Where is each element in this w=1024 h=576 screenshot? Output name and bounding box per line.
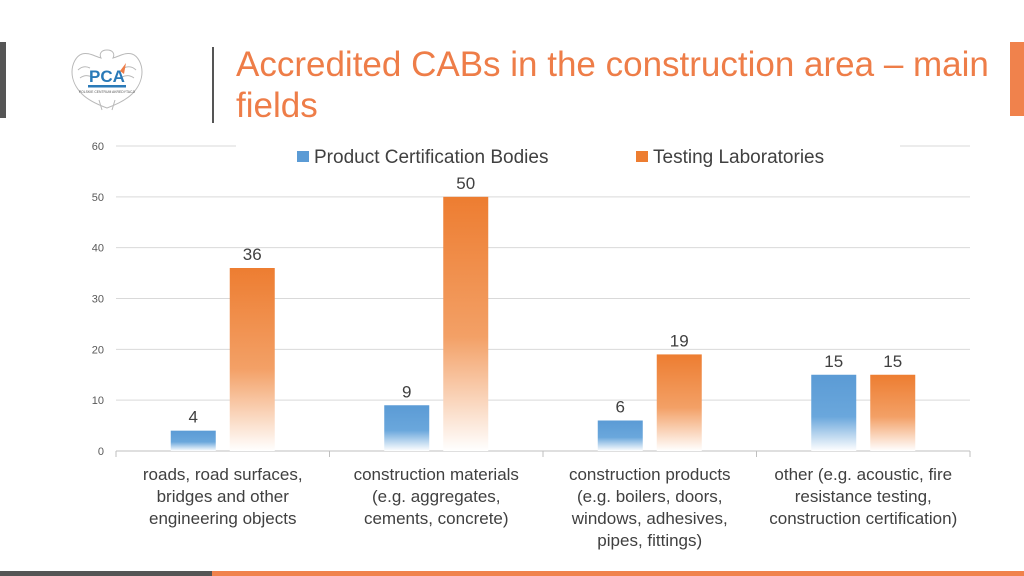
title-divider [212,47,214,123]
legend-label: Product Certification Bodies [314,147,548,168]
bar-lab [229,268,275,451]
legend-swatch [636,151,648,162]
bar-pcb [597,420,643,451]
left-accent-bar [0,42,6,118]
svg-text:PCA: PCA [89,67,125,86]
data-label: 36 [243,245,262,264]
bar-pcb [384,405,430,451]
category-label: construction materials (e.g. aggregates, c… [354,465,519,528]
data-label: 4 [189,408,198,427]
bar-pcb [811,374,857,451]
right-accent-bar [1010,42,1024,116]
y-tick-label: 20 [92,344,104,356]
y-tick-label: 0 [98,446,104,458]
category-label: construction products (e.g. boilers, door… [569,465,731,550]
bar-pcb [170,430,216,451]
data-label: 6 [616,398,625,417]
y-tick-label: 50 [92,192,104,204]
data-label: 19 [670,331,689,350]
footer-bar-orange [212,571,1024,576]
bar-lab [870,374,916,451]
data-label: 15 [824,352,843,371]
pca-logo: PCA POLSKIE CENTRUM AKREDYTACJI [71,49,143,111]
y-tick-label: 40 [92,243,104,255]
bar-lab [443,196,489,451]
y-tick-label: 60 [92,141,104,153]
footer-bar-gray [0,571,212,576]
category-label: other (e.g. acoustic, fire resistance tes… [769,465,957,528]
data-label: 9 [402,382,411,401]
svg-text:POLSKIE CENTRUM AKREDYTACJI: POLSKIE CENTRUM AKREDYTACJI [79,90,135,94]
legend-background [236,138,900,172]
legend-swatch [297,151,309,162]
data-label: 15 [883,352,902,371]
y-tick-label: 10 [92,395,104,407]
category-label: roads, road surfaces, bridges and other en… [143,465,303,528]
data-label: 50 [456,174,475,193]
y-tick-label: 30 [92,294,104,306]
legend-label: Testing Laboratories [653,147,824,168]
bar-lab [656,354,702,451]
page-title: Accredited CABs in the construction area… [236,45,989,125]
